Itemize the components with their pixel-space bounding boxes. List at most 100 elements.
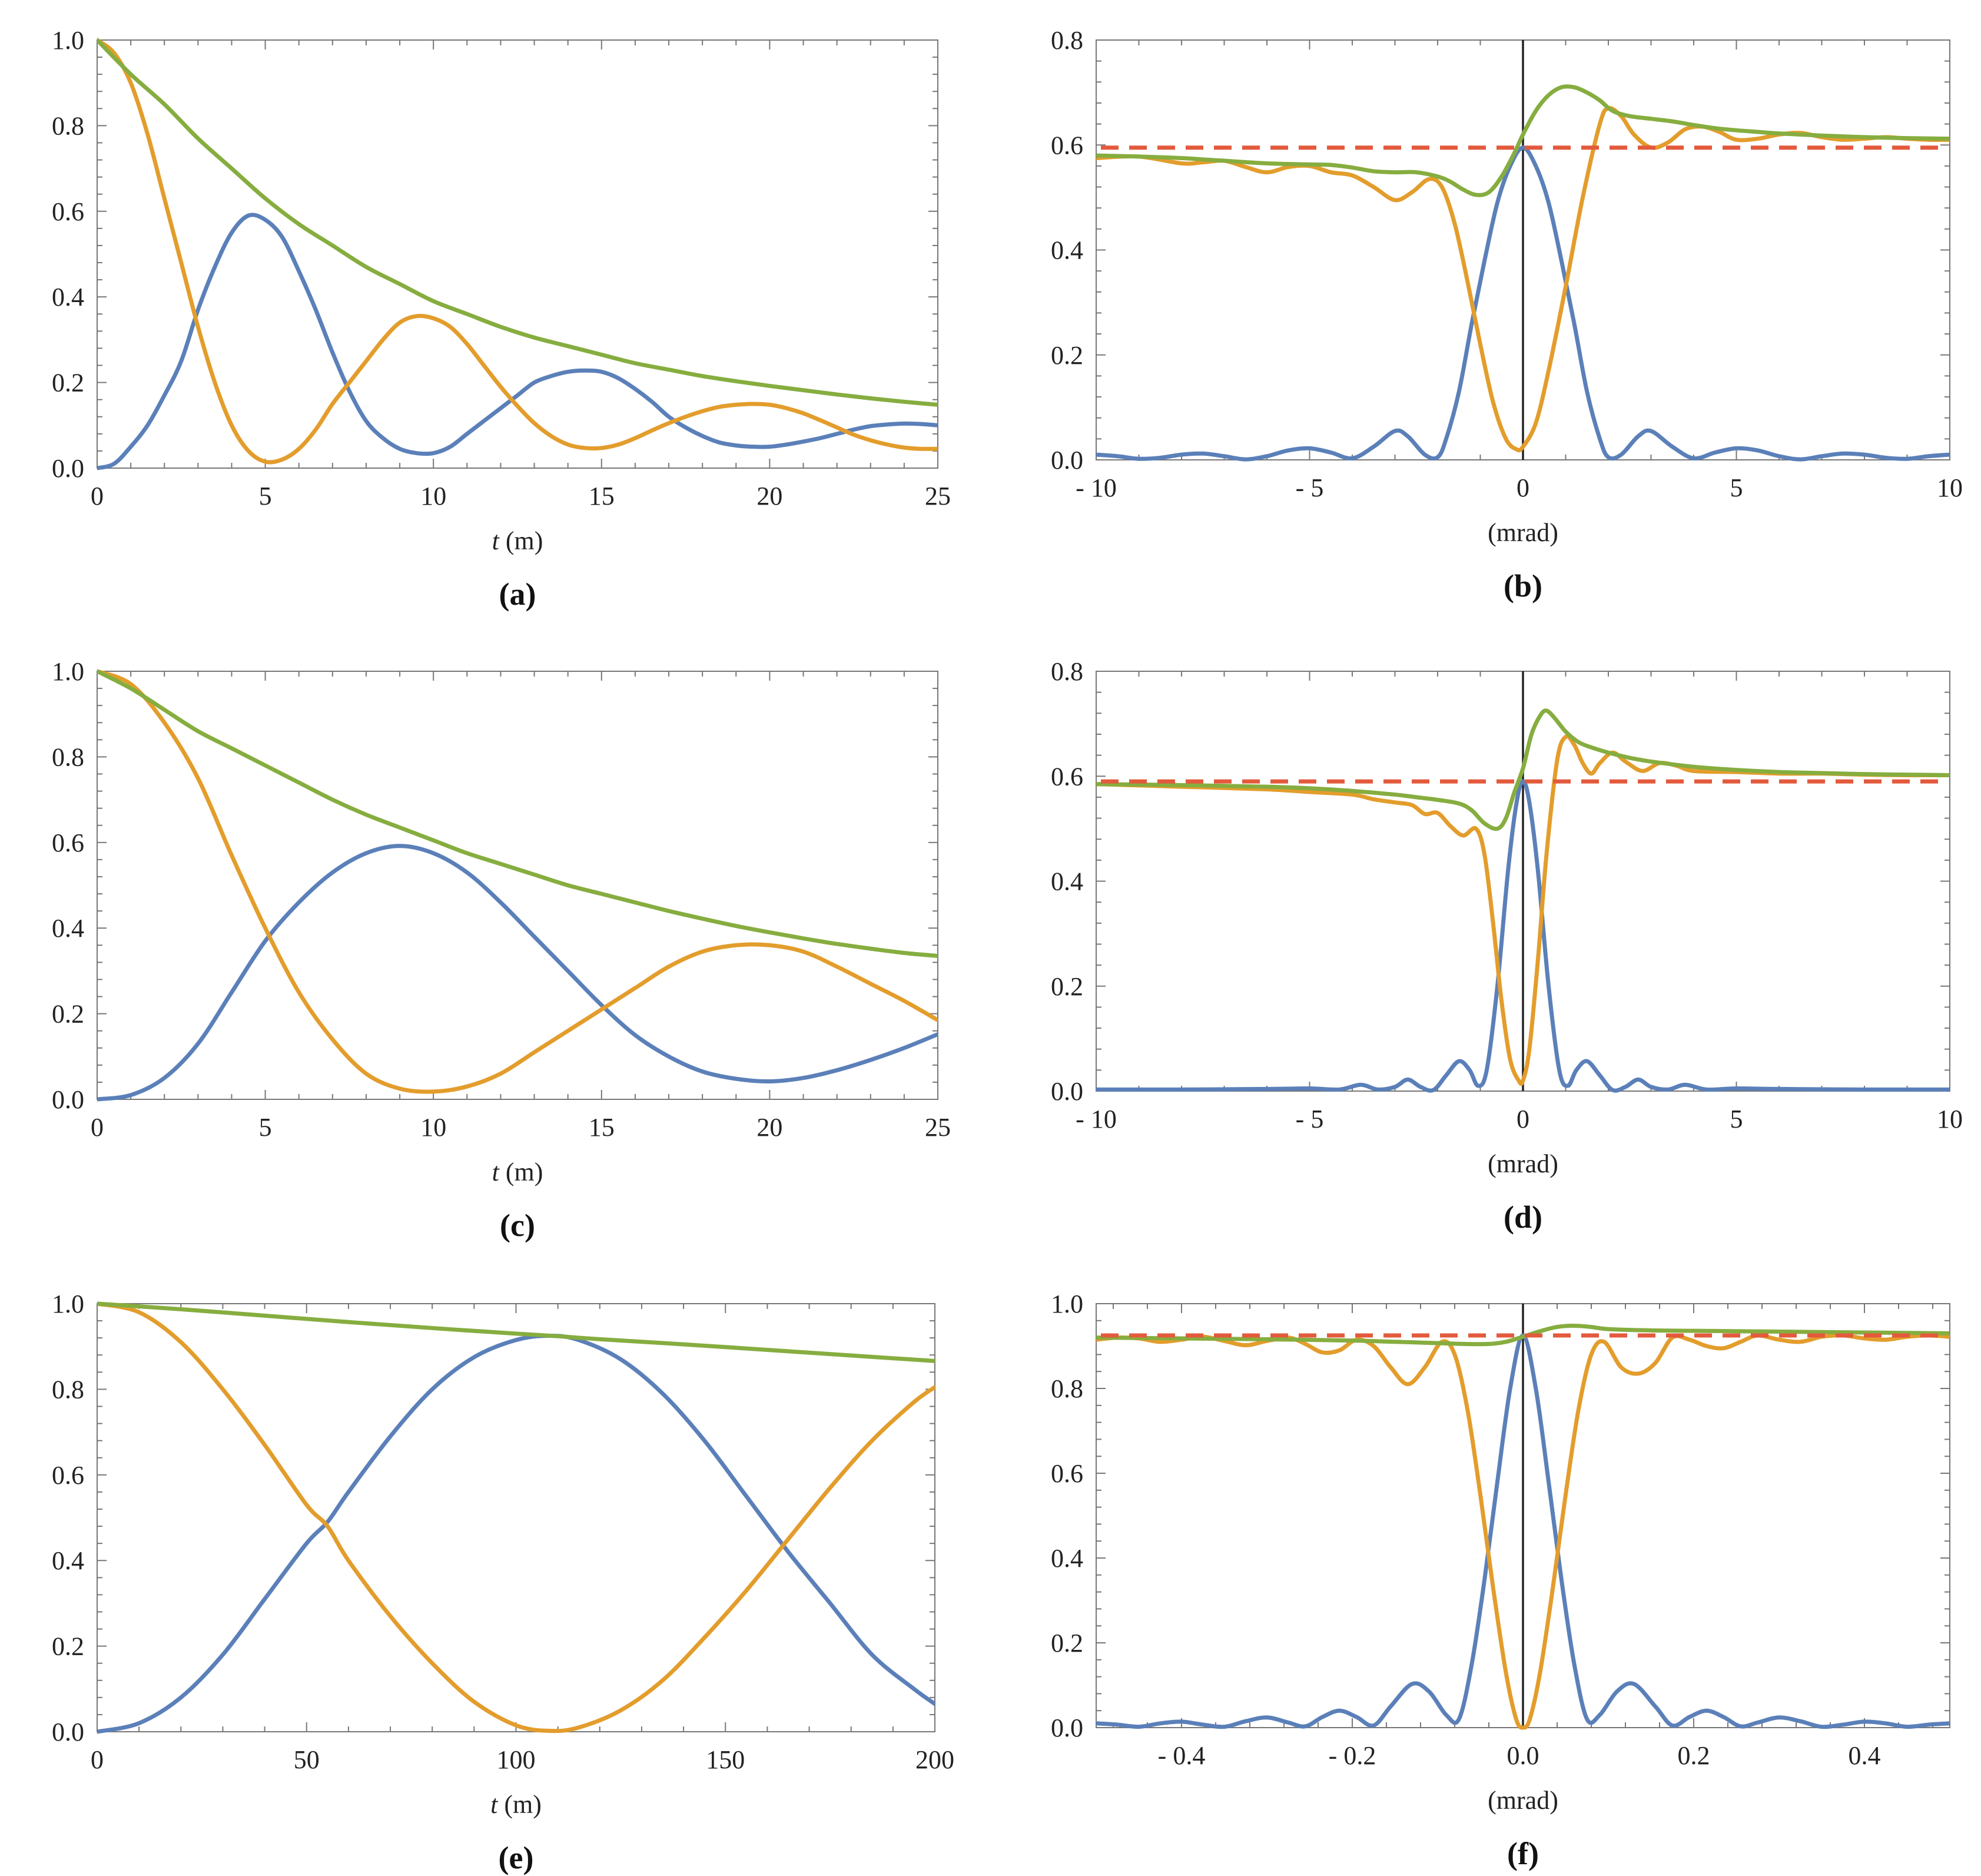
x-tick-label: 0.0 [1507, 1741, 1539, 1770]
y-tick-label: 0.4 [1051, 867, 1083, 896]
plot-area [97, 669, 938, 1102]
x-tick-label: 25 [925, 1113, 951, 1142]
series-green-line [97, 1301, 935, 1363]
panel-b: - 10 - 5 0 5 10 0.0 0.2 0.4 0.6 0.8 (mrad) (b) [1051, 26, 1963, 604]
y-tick-label: 1.0 [52, 1290, 84, 1318]
x-tick-label: 20 [756, 482, 782, 511]
x-axis-label-unit: (m) [499, 526, 543, 555]
x-tick-label: - 0.4 [1158, 1741, 1206, 1770]
series-orange-line [97, 1301, 935, 1734]
y-tick-label: 0.0 [1051, 1713, 1083, 1742]
y-tick-label: 0.2 [52, 1000, 84, 1029]
x-tick-label: - 10 [1076, 473, 1117, 502]
x-tick-label: 10 [420, 1113, 446, 1142]
x-tick-label: 0 [1517, 1105, 1529, 1133]
panel-caption: (f) [1507, 1836, 1539, 1871]
y-tick-label: 0.6 [1051, 131, 1083, 160]
y-tick-label: 0.6 [1051, 762, 1083, 791]
y-tick-label: 0.0 [52, 1718, 84, 1746]
y-tick-label: 0.2 [52, 369, 84, 397]
y-tick-label: 0.0 [1051, 1077, 1083, 1106]
x-tick-label: 10 [1937, 473, 1963, 502]
x-axis-label-unit: (mrad) [1488, 1149, 1558, 1178]
panel-c: 0 5 10 15 20 25 0.0 0.2 0.4 0.6 0.8 1.0 t (m) (c) [52, 657, 951, 1243]
y-tick-label: 1.0 [52, 657, 84, 686]
x-axis-label-variable: t [492, 1158, 500, 1186]
panel-caption: (a) [499, 576, 536, 612]
x-tick-label: - 0.2 [1329, 1741, 1376, 1770]
panel-d: - 10 - 5 0 5 10 0.0 0.2 0.4 0.6 0.8 (mrad) (d) [1051, 657, 1963, 1235]
y-tick-label: 0.0 [52, 1085, 84, 1114]
x-axis-label-unit: (mrad) [1488, 1786, 1558, 1815]
y-tick-label: 0.8 [1051, 657, 1083, 686]
y-tick-label: 0.4 [1051, 236, 1083, 265]
series-blue-line [1096, 779, 1950, 1093]
y-tick-label: 0.6 [52, 828, 84, 857]
x-tick-label: 150 [706, 1745, 745, 1774]
y-tick-label: 0.2 [1051, 972, 1083, 1001]
series-blue-line [1096, 145, 1950, 462]
x-tick-label: 100 [497, 1745, 536, 1774]
x-axis-label: t (m) [492, 526, 543, 555]
y-tick-label: 0.2 [52, 1632, 84, 1661]
x-tick-label: 5 [259, 482, 272, 511]
plot-area [1096, 40, 1950, 462]
plot-area [1096, 1304, 1950, 1730]
x-axis-label-unit: (m) [499, 1158, 543, 1186]
x-tick-label: - 5 [1296, 473, 1324, 502]
x-tick-label: 0.2 [1678, 1741, 1710, 1770]
x-axis-label-variable: t [490, 1790, 499, 1819]
x-tick-label: 5 [1730, 1105, 1743, 1133]
series-green-line [97, 669, 938, 958]
plot-area [97, 38, 938, 470]
plot-frame [97, 39, 938, 469]
plot-area [1096, 671, 1950, 1093]
x-tick-label: 0 [91, 1745, 104, 1774]
x-axis-label: t (m) [490, 1790, 542, 1819]
series-green-line [97, 38, 938, 407]
x-tick-label: 0 [91, 1113, 104, 1142]
y-tick-label: 0.2 [1051, 1629, 1083, 1658]
plot-area [97, 1301, 935, 1734]
series-orange-line [97, 669, 938, 1094]
x-tick-label: - 5 [1296, 1105, 1324, 1133]
y-tick-label: 0.6 [52, 197, 84, 226]
y-tick-label: 0.8 [52, 1375, 84, 1404]
x-axis-label: t (m) [492, 1158, 543, 1186]
panel-a: 0 5 10 15 20 25 0.0 0.2 0.4 0.6 0.8 1.0 t (m) (a) [52, 26, 951, 612]
y-tick-label: 0.4 [1051, 1544, 1083, 1573]
x-axis-label-unit: (mrad) [1488, 518, 1558, 547]
y-tick-label: 0.6 [1051, 1459, 1083, 1488]
x-tick-label: 10 [420, 482, 446, 511]
y-tick-label: 0.0 [52, 454, 84, 483]
x-axis-label: (mrad) [1488, 518, 1558, 547]
series-green-line [1096, 708, 1950, 831]
series-blue-line [97, 844, 938, 1102]
series-orange-line [1096, 734, 1950, 1086]
x-tick-label: 0.4 [1849, 1741, 1881, 1770]
x-tick-label: 200 [915, 1745, 954, 1774]
panel-f: - 0.4 - 0.2 0.0 0.2 0.4 0.0 0.2 0.4 0.6 0.8 1.0 (mr… [1051, 1290, 1950, 1871]
x-tick-label: 10 [1937, 1105, 1963, 1133]
y-tick-label: 1.0 [52, 26, 84, 55]
x-axis-label-variable: t [492, 526, 500, 555]
y-tick-label: 0.8 [1051, 1374, 1083, 1403]
x-tick-label: 0 [1517, 473, 1529, 502]
y-tick-label: 0.2 [1051, 341, 1083, 370]
y-tick-label: 0.0 [1051, 446, 1083, 475]
x-tick-label: 20 [756, 1113, 782, 1142]
y-tick-label: 0.8 [52, 743, 84, 771]
x-axis-label: (mrad) [1488, 1149, 1558, 1178]
x-tick-label: 25 [925, 482, 951, 511]
panel-caption: (c) [500, 1208, 535, 1243]
x-axis-label-unit: (m) [497, 1790, 542, 1819]
y-tick-label: 1.0 [1051, 1290, 1083, 1318]
x-axis-label: (mrad) [1488, 1786, 1558, 1815]
series-orange-line [97, 38, 938, 465]
x-tick-label: 5 [259, 1113, 272, 1142]
y-tick-label: 0.4 [52, 1546, 84, 1575]
panel-caption: (d) [1504, 1199, 1542, 1235]
x-tick-label: 5 [1730, 473, 1743, 502]
